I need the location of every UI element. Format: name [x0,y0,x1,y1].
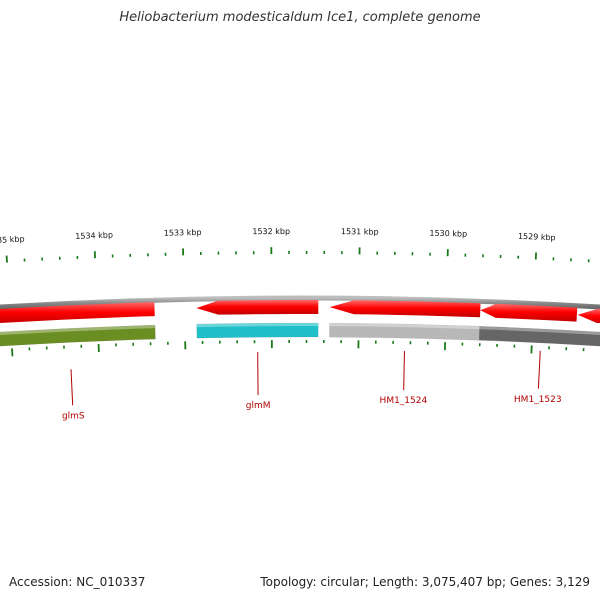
cds-arrow [329,300,481,318]
scale-labels: 1535 kbp 1534 kbp 1533 kbp 1532 kbp 1531 kbp… [0,227,556,246]
gene-feature [196,322,319,339]
cds-track [0,300,600,324]
genome-backbone [0,295,600,310]
gene-track [0,322,600,347]
scale-label: 1532 kbp [252,227,290,236]
cds-arrow [480,303,578,322]
scale-ticks-outer [5,247,590,263]
gene-label: glmM [246,401,271,411]
gene-highlight [479,326,600,336]
map-title: Heliobacterium modesticaldum Ice1, compl… [119,10,481,25]
gene-label: glmS [62,411,85,421]
scale-label: 1529 kbp [518,232,556,243]
gene-label-leader [403,351,405,391]
gene-feature [478,325,600,347]
gene-highlight [329,323,480,330]
scale-label: 1531 kbp [341,227,379,236]
gene-label-leader [537,350,541,389]
scale-label: 1530 kbp [429,229,467,239]
cds-arrow [196,300,319,315]
gene-label-leader [70,369,74,406]
gene-label: HM1_1524 [380,396,428,406]
scale-label: 1535 kbp [0,234,25,245]
genome-summary-text: Topology: circular; Length: 3,075,407 bp… [260,575,590,589]
gene-highlight [196,322,319,328]
cds-arrow [577,308,600,324]
gene-highlight [0,325,156,336]
gene-feature [0,324,156,347]
accession-text: Accession: NC_010337 [9,575,146,589]
scale-ticks-inner [11,340,600,357]
scale-label: 1534 kbp [75,230,113,241]
gene-label: HM1_1523 [514,395,562,405]
cds-arrow [0,302,155,324]
scale-label: 1533 kbp [164,228,202,238]
gene-labels: glmS glmM HM1_1524 HM1_1523 [62,350,562,421]
